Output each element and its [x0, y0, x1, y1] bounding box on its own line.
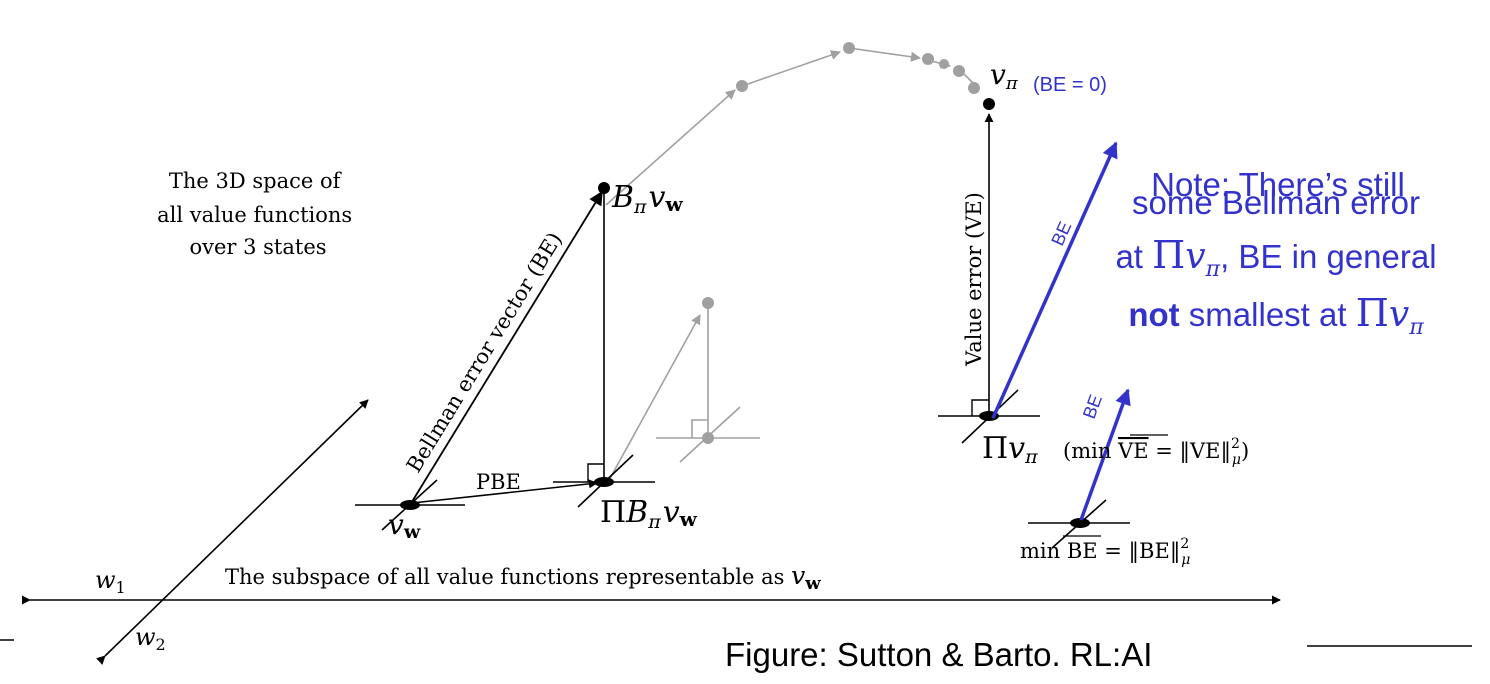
right-angle-marker: [587, 463, 604, 482]
figure-credit: Figure: Sutton & Barto. RL:AI: [725, 636, 1152, 673]
b-pi-v-w-label: Bπvw: [611, 180, 684, 218]
svg-text:not smallest at Πvπ: not smallest at Πvπ: [1128, 291, 1424, 340]
min-be-label: min BE = ‖BE‖2 μ: [1020, 536, 1190, 568]
svg-text:some Bellman error: some Bellman error: [1132, 184, 1420, 221]
bellman-error-note: Note: There’s still some Bellman error a…: [1115, 166, 1436, 340]
pi-b-pi-v-w-point: [594, 477, 614, 487]
bellman-error-vector-label: Bellman error vector (BE): [402, 228, 567, 477]
be-annotation-arrow-large[interactable]: [991, 141, 1118, 419]
subspace-caption: The subspace of all value functions repr…: [225, 561, 821, 594]
v-pi-label: vπ: [990, 58, 1019, 94]
faded-projection: [607, 303, 760, 483]
faded-point-bottom: [702, 432, 714, 444]
svg-text:Note: There’s still: Note: There’s still: [1151, 166, 1405, 203]
pi-b-pi-v-w-label: ΠBπvw: [600, 495, 698, 533]
v-pi-point: [983, 98, 995, 110]
right-angle-marker-ve: [971, 399, 989, 416]
min-be-point: [1070, 518, 1090, 528]
value-error-label: Value error (VE): [962, 192, 986, 367]
w1-label: w1: [95, 566, 126, 597]
space-caption: The 3D space of all value functions over…: [157, 169, 359, 259]
pbe-label: PBE: [476, 470, 521, 494]
faded-point-top: [702, 297, 714, 309]
trajectory-points: [736, 42, 980, 94]
min-ve-label: (min VE = ‖VE‖2 μ): [1063, 436, 1249, 468]
be-zero-label: (BE = 0): [1033, 74, 1107, 96]
pbe-arrow: [411, 479, 598, 504]
pi-v-pi-label: Πvπ: [982, 431, 1038, 468]
svg-text:at Πvπ, BE in general: at Πvπ, BE in general: [1115, 233, 1436, 282]
w2-axis: [96, 399, 369, 665]
w2-label: w2: [135, 623, 166, 654]
v-w-label: vw: [388, 508, 421, 543]
be-annotation-arrow-small[interactable]: [1079, 388, 1131, 521]
bellman-error-vector: [409, 190, 603, 506]
be-label-small: BE: [1079, 392, 1106, 421]
